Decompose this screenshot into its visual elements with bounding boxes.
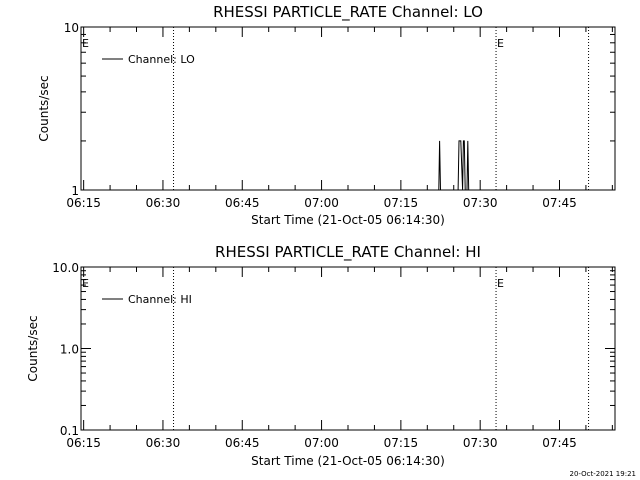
y-tick-label: 10.0	[52, 261, 79, 275]
legend-label: Channel: LO	[128, 53, 195, 66]
time-marker-label: E	[497, 37, 504, 50]
y-tick-label: 1	[71, 184, 79, 198]
start-marker-label: E	[82, 37, 89, 50]
x-tick-label: 06:45	[225, 196, 260, 210]
chart-title: RHESSI PARTICLE_RATE Channel: LO	[213, 3, 483, 22]
x-tick-label: 06:15	[66, 436, 101, 450]
hi-channel-panel: RHESSI PARTICLE_RATE Channel: HI 06:15 06:…	[26, 243, 616, 468]
time-marker-label: E	[497, 277, 504, 290]
series-line	[438, 140, 470, 191]
x-tick-label: 07:00	[304, 436, 339, 450]
x-axis-label: Start Time (21-Oct-05 06:14:30)	[251, 454, 445, 468]
y-tick-label: 10	[64, 21, 79, 35]
x-tick-label: 07:30	[463, 436, 498, 450]
x-tick-label: 07:30	[463, 196, 498, 210]
generation-timestamp: 20-Oct-2021 19:21	[570, 470, 636, 478]
x-tick-label: 06:30	[146, 436, 181, 450]
legend-label: Channel: HI	[128, 293, 192, 306]
x-tick-label: 07:15	[384, 196, 419, 210]
x-tick-label: 06:15	[66, 196, 101, 210]
y-axis-label: Counts/sec	[26, 315, 40, 381]
chart-title: RHESSI PARTICLE_RATE Channel: HI	[215, 243, 481, 262]
plot-frame	[80, 266, 616, 431]
x-tick-label: 06:30	[146, 196, 181, 210]
x-tick-label: 07:45	[542, 436, 577, 450]
x-tick-label: 07:00	[304, 196, 339, 210]
y-tick-label: 1.0	[60, 343, 79, 357]
start-marker-label: E	[82, 277, 89, 290]
x-tick-label: 07:15	[384, 436, 419, 450]
x-tick-label: 07:45	[542, 196, 577, 210]
x-tick-label: 06:45	[225, 436, 260, 450]
x-axis-label: Start Time (21-Oct-05 06:14:30)	[251, 213, 445, 227]
y-axis-label: Counts/sec	[37, 75, 51, 141]
plot-frame	[80, 26, 616, 191]
lo-channel-panel: RHESSI PARTICLE_RATE Channel: LO 06:15 06:…	[37, 3, 616, 227]
y-tick-label: 0.1	[60, 424, 79, 438]
